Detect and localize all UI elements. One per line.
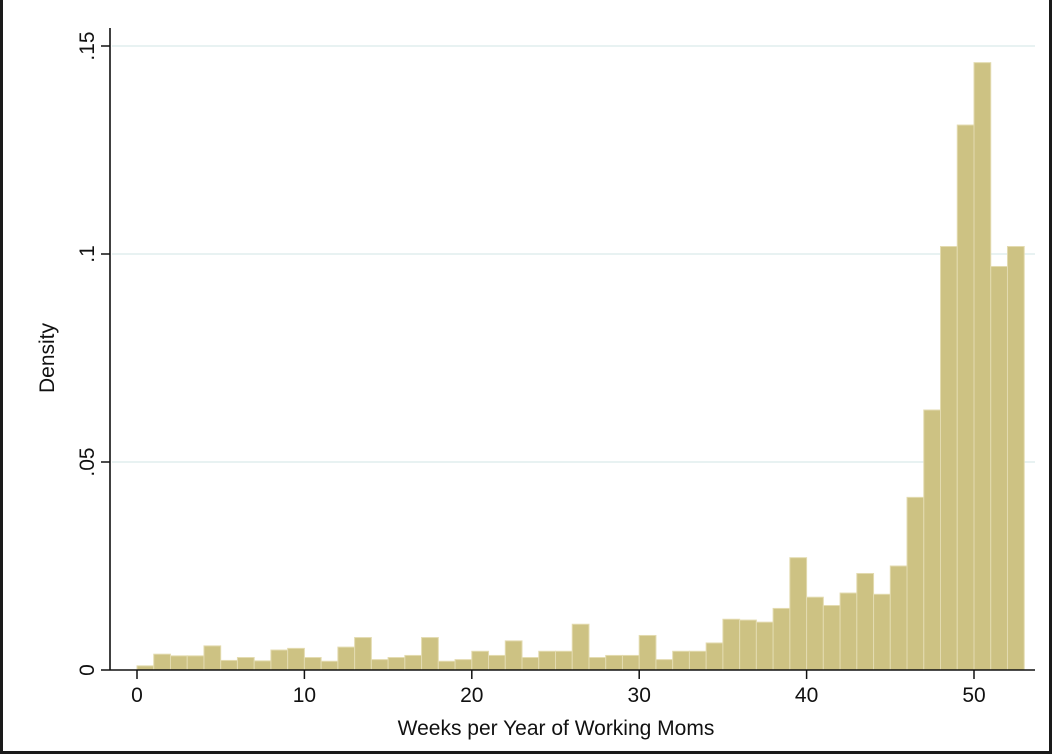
histogram-bar bbox=[320, 660, 339, 671]
histogram-bar bbox=[605, 654, 623, 671]
histogram-bar bbox=[1006, 246, 1025, 671]
histogram-bar bbox=[337, 646, 356, 671]
histogram-bar bbox=[705, 642, 724, 671]
histogram-bar bbox=[404, 654, 423, 671]
histogram-bar bbox=[370, 659, 389, 671]
histogram-bar bbox=[153, 653, 171, 671]
y-tick-label: .1 bbox=[76, 245, 99, 263]
histogram-bar bbox=[303, 657, 322, 671]
histogram-bar bbox=[973, 62, 992, 671]
histogram-bar bbox=[253, 660, 272, 671]
histogram-bar bbox=[789, 557, 808, 671]
histogram-bar bbox=[822, 605, 841, 671]
histogram-bar bbox=[621, 654, 640, 671]
histogram-bar bbox=[906, 496, 925, 671]
histogram-bar bbox=[169, 655, 188, 671]
histogram-bar bbox=[203, 645, 222, 671]
gridlines bbox=[112, 45, 1035, 463]
histogram-bar bbox=[722, 618, 741, 671]
y-tick-label: .05 bbox=[76, 447, 99, 476]
histogram-bar bbox=[873, 593, 891, 671]
x-tick-label: 40 bbox=[795, 684, 818, 707]
histogram-bar bbox=[956, 124, 975, 671]
histogram-bar bbox=[421, 637, 439, 671]
histogram-bar bbox=[856, 572, 875, 671]
histogram-bar bbox=[889, 565, 908, 671]
y-axis-title: Density bbox=[36, 322, 59, 393]
histogram-bar bbox=[521, 657, 540, 671]
histogram-bar bbox=[755, 621, 774, 671]
histogram-bar bbox=[454, 659, 473, 671]
histogram-bar bbox=[739, 619, 757, 671]
histogram-bar bbox=[387, 657, 406, 671]
histogram-bar bbox=[940, 246, 958, 671]
x-axis-title: Weeks per Year of Working Moms bbox=[398, 717, 715, 740]
histogram-bar bbox=[538, 650, 557, 671]
histogram-bar bbox=[220, 659, 238, 671]
histogram-bar bbox=[437, 660, 456, 671]
histogram-bar bbox=[772, 607, 791, 671]
histogram-bar bbox=[354, 637, 372, 671]
histogram-bar bbox=[287, 647, 305, 671]
histogram-bar bbox=[504, 640, 523, 671]
histogram-bar bbox=[236, 657, 255, 671]
histogram-bar bbox=[488, 654, 506, 671]
x-tick-label: 50 bbox=[962, 684, 985, 707]
x-axis-ticks: 0 10 20 30 40 50 bbox=[131, 670, 986, 707]
histogram-bar bbox=[471, 650, 490, 671]
histogram-bar bbox=[638, 634, 657, 671]
histogram-bar bbox=[186, 655, 205, 671]
histogram-bar bbox=[672, 650, 690, 671]
x-tick-label: 10 bbox=[293, 684, 316, 707]
histogram-bar bbox=[806, 596, 824, 671]
y-axis-ticks: 0 .05 .1 .15 bbox=[76, 31, 110, 676]
histogram-bar bbox=[839, 592, 858, 671]
histogram-bar bbox=[688, 650, 707, 671]
y-tick-label: .15 bbox=[76, 31, 99, 60]
histogram-bar bbox=[923, 409, 942, 671]
histogram-bar bbox=[655, 659, 674, 671]
histogram-bar bbox=[990, 265, 1008, 671]
x-tick-label: 0 bbox=[131, 684, 143, 707]
histogram-bar bbox=[270, 649, 289, 671]
histogram-bar bbox=[588, 657, 607, 671]
x-tick-label: 20 bbox=[460, 684, 483, 707]
histogram-bar bbox=[571, 623, 590, 671]
histogram-bars bbox=[136, 62, 1025, 671]
axes bbox=[109, 28, 1035, 671]
x-tick-label: 30 bbox=[628, 684, 651, 707]
histogram-bar bbox=[555, 650, 573, 671]
y-tick-label: 0 bbox=[76, 664, 99, 676]
